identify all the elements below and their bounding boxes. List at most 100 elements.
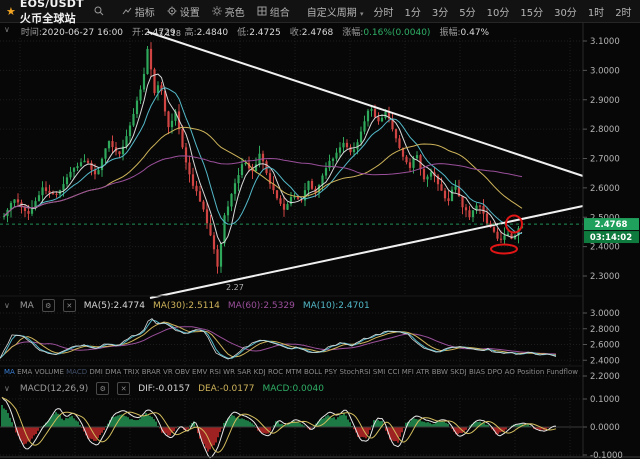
macd-legend-row: ∨ MACD(12,26,9) ⚙ ✕ DIF:-0.0157 DEA:-0.0…: [4, 382, 324, 395]
tab-vr[interactable]: VR: [163, 368, 173, 376]
svg-text:2.4000: 2.4000: [590, 243, 620, 253]
gear-icon: [167, 6, 177, 16]
ma-indicator-name: MA: [19, 300, 34, 311]
light-theme-button[interactable]: 亮色: [206, 4, 251, 19]
period-1时[interactable]: 1时: [587, 7, 605, 19]
tab-mtm[interactable]: MTM: [285, 368, 302, 376]
change-value: 0.16%(0.0040): [363, 28, 431, 38]
favorite-star-icon[interactable]: ★: [6, 4, 16, 18]
ma60-value: MA(60):2.5329: [227, 300, 295, 311]
period-3分[interactable]: 3分: [431, 7, 449, 19]
search-icon[interactable]: [88, 6, 110, 16]
tab-bias[interactable]: BIAS: [468, 368, 486, 376]
symbol-title: EOS/USDT 火币全球站: [19, 0, 84, 25]
tab-boll[interactable]: BOLL: [304, 368, 323, 376]
macd-settings-icon[interactable]: ⚙: [96, 382, 110, 395]
tab-obv[interactable]: OBV: [174, 368, 190, 376]
tab-kdj[interactable]: KDJ: [253, 368, 266, 376]
open-value: 2.4729: [144, 28, 176, 38]
svg-text:3.1000: 3.1000: [590, 37, 620, 47]
tab-dmi[interactable]: DMI: [89, 368, 103, 376]
macd-value: MACD:0.0040: [262, 383, 324, 394]
tab-brar[interactable]: BRAR: [141, 368, 161, 376]
tab-position[interactable]: Position: [517, 368, 545, 376]
tab-psy[interactable]: PSY: [324, 368, 338, 376]
tab-rsi[interactable]: RSI: [209, 368, 221, 376]
chart-line-icon: [122, 7, 132, 15]
period-10分[interactable]: 10分: [486, 7, 510, 19]
macd-indicator-name: MACD(12,26,9): [19, 383, 89, 394]
macd-close-icon[interactable]: ✕: [117, 382, 131, 395]
tab-bbw[interactable]: BBW: [431, 368, 448, 376]
tab-ma[interactable]: MA: [4, 368, 15, 376]
svg-text:0.1000: 0.1000: [590, 395, 620, 405]
svg-text:2.8000: 2.8000: [590, 125, 620, 135]
svg-text:3.0000: 3.0000: [590, 309, 620, 319]
time-value: 2020-06-27 16:00: [41, 28, 124, 38]
tab-roc[interactable]: ROC: [267, 368, 284, 376]
tab-trix[interactable]: TRIX: [123, 368, 140, 376]
indicator-tab-bar: MA EMA VOLUME MACD DMI DMA TRIX BRAR VR OBV EMV RSI…: [4, 368, 578, 376]
dif-value: DIF:-0.0157: [138, 383, 191, 394]
period-30分[interactable]: 30分: [554, 7, 577, 19]
tab-volume[interactable]: VOLUME: [34, 368, 64, 376]
dea-value: DEA:-0.0177: [198, 383, 255, 394]
tab-emv[interactable]: EMV: [192, 368, 208, 376]
indicator-button[interactable]: 指标: [116, 4, 161, 19]
sun-icon: [211, 6, 222, 16]
ma-legend-row: ∨ MA ⚙ ✕ MA(5):2.4774 MA(30):2.5114 MA(6…: [4, 299, 370, 312]
svg-text:2.4768: 2.4768: [595, 220, 628, 230]
tab-ao[interactable]: AO: [504, 368, 515, 376]
svg-text:2.6000: 2.6000: [590, 341, 620, 351]
ma-close-icon[interactable]: ✕: [62, 299, 76, 312]
svg-text:2.6000: 2.6000: [590, 184, 620, 194]
period-分时[interactable]: 分时: [373, 7, 394, 19]
amplitude-value: 0.47%: [460, 28, 490, 38]
period-selector: 分时1分3分5分10分15分30分1时2时3时4时6时: [368, 4, 640, 19]
svg-text:2.27: 2.27: [226, 283, 244, 292]
period-5分[interactable]: 5分: [459, 7, 476, 19]
svg-text:-0.1000: -0.1000: [590, 451, 623, 459]
svg-text:2.9000: 2.9000: [590, 96, 620, 106]
collapse-chevron-icon[interactable]: ∨: [4, 384, 10, 393]
svg-text:2.3000: 2.3000: [590, 272, 620, 282]
chevron-down-icon: ▾: [359, 9, 364, 18]
tab-ema[interactable]: EMA: [17, 368, 33, 376]
svg-text:2.2000: 2.2000: [590, 372, 620, 382]
tab-atr[interactable]: ATR: [416, 368, 430, 376]
svg-text:3.0000: 3.0000: [590, 66, 620, 76]
period-15分[interactable]: 15分: [520, 7, 544, 19]
svg-text:03:14:02: 03:14:02: [590, 233, 632, 243]
tab-smi[interactable]: SMI: [372, 368, 386, 376]
ma-settings-icon[interactable]: ⚙: [41, 299, 55, 312]
tab-skdj[interactable]: SKDJ: [450, 368, 467, 376]
svg-text:2.4000: 2.4000: [590, 356, 620, 366]
grid-icon: [257, 6, 267, 16]
tab-stochrsi[interactable]: StochRSI: [339, 368, 371, 376]
high-value: 2.4840: [196, 28, 229, 38]
layout-combo-button[interactable]: 组合: [251, 4, 296, 19]
tab-sar[interactable]: SAR: [237, 368, 252, 376]
custom-period-button[interactable]: 自定义周期 ▾: [306, 7, 364, 19]
ma10-value: MA(10):2.4701: [302, 300, 370, 311]
period-1分[interactable]: 1分: [404, 7, 421, 19]
collapse-chevron-icon[interactable]: ∨: [4, 301, 10, 310]
settings-button[interactable]: 设置: [161, 4, 206, 19]
tab-macd[interactable]: MACD: [66, 368, 88, 376]
collapse-chevron-icon[interactable]: ∨: [4, 25, 10, 34]
svg-text:2.8000: 2.8000: [590, 325, 620, 335]
svg-text:2.7000: 2.7000: [590, 155, 620, 165]
close-value: 2.4768: [301, 28, 334, 38]
tab-dma[interactable]: DMA: [105, 368, 122, 376]
period-2时[interactable]: 2时: [615, 7, 632, 19]
low-value: 2.4725: [249, 28, 281, 38]
tab-dpo[interactable]: DPO: [487, 368, 503, 376]
top-toolbar: ★ EOS/USDT 火币全球站 指标 设置 亮色 组合 自定义周期 ▾ 分时 1…: [0, 0, 640, 25]
tab-cci[interactable]: CCI: [387, 368, 400, 376]
tab-wr[interactable]: WR: [223, 368, 235, 376]
ma30-value: MA(30):2.5114: [152, 300, 220, 311]
tab-mfi[interactable]: MFI: [401, 368, 414, 376]
svg-text:0.0000: 0.0000: [590, 423, 620, 433]
tab-fundflow[interactable]: Fundflow: [546, 368, 578, 376]
